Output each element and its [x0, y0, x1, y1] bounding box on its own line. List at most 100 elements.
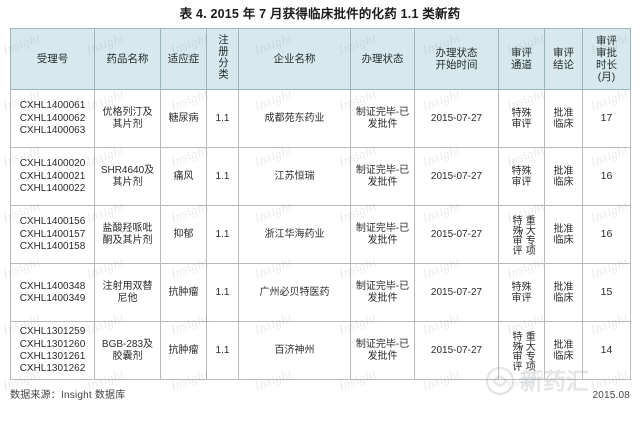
accept-number: CXHL1301261: [19, 350, 86, 362]
accept-number: CXHL1301260: [19, 338, 86, 350]
slash-separator-icon: /: [519, 228, 524, 241]
header-drug-name-label: 药品名称: [106, 52, 149, 65]
review-channel-special: 特殊审评 / 重大专项: [500, 331, 543, 371]
accept-number: CXHL1400063: [19, 124, 86, 136]
review-conclusion-text: 批准临床: [553, 223, 574, 246]
cell-drug-name: SHR4640及其片剂: [94, 147, 161, 207]
cell-enterprise: 江苏恒瑞: [238, 147, 351, 207]
page-title: 表 4. 2015 年 7 月获得临床批件的化药 1.1 类新药: [179, 7, 461, 21]
header-register-class: 注册分类: [206, 28, 239, 91]
cell-review-conclusion: 批准临床: [544, 205, 583, 265]
review-channel-primary: 特殊审评: [509, 330, 521, 371]
cell-enterprise: 广州必贝特医药: [238, 263, 351, 323]
table-row: CXHL1400020 CXHL1400021 CXHL1400022 SHR4640…: [10, 147, 631, 207]
cell-review-conclusion: 批准临床: [544, 147, 583, 207]
review-channel-primary: 特殊审评: [511, 107, 532, 130]
cell-review-duration: 15: [582, 263, 631, 323]
header-review-duration: 审评审批时长(月): [582, 28, 631, 91]
table-header: 受理号 药品名称 适应症 注册分类 企业名称 办理状态 办理状态: [10, 28, 631, 91]
table-row: CXHL1400061 CXHL1400062 CXHL1400063 优格列汀及其片…: [10, 89, 631, 149]
accept-number: CXHL1400158: [19, 240, 86, 252]
drug-approval-table: 受理号 药品名称 适应症 注册分类 企业名称 办理状态 办理状态: [10, 28, 631, 381]
cell-indication: 抗肿瘤: [160, 263, 207, 323]
cell-indication: 糖尿病: [160, 89, 207, 149]
cell-register-class: 1.1: [206, 205, 239, 265]
cell-review-channel: 特殊审评: [498, 147, 545, 207]
cell-status: 制证完毕-已发批件: [350, 205, 415, 265]
cell-review-conclusion: 批准临床: [544, 89, 583, 149]
cell-status: 制证完毕-已发批件: [350, 89, 415, 149]
accept-number: CXHL1301262: [19, 362, 86, 374]
accept-number: CXHL1400061: [19, 100, 86, 112]
cell-review-duration: 16: [582, 147, 631, 207]
review-channel-special: 特殊审评 / 重大专项: [500, 215, 543, 255]
source-note: 数据来源：Insight 数据库: [10, 390, 126, 402]
cell-accept-numbers: CXHL1400156 CXHL1400157 CXHL1400158: [10, 205, 95, 265]
table-row: CXHL1400156 CXHL1400157 CXHL1400158 盐酸羟哌吡酮及…: [10, 205, 631, 265]
cell-enterprise: 浙江华海药业: [238, 205, 351, 265]
review-channel-primary: 特殊审评: [509, 214, 521, 255]
cell-accept-numbers: CXHL1400061 CXHL1400062 CXHL1400063: [10, 89, 95, 149]
header-status-start-time: 办理状态开始时间: [414, 28, 499, 91]
header-review-channel: 审评通道: [498, 28, 545, 91]
accept-number: CXHL1400349: [19, 292, 86, 304]
cell-register-class: 1.1: [206, 263, 239, 323]
review-conclusion-text: 批准临床: [553, 339, 574, 362]
accept-number: CXHL1301259: [19, 326, 86, 338]
cell-status: 制证完毕-已发批件: [350, 147, 415, 207]
header-review-conclusion: 审评结论: [544, 28, 583, 91]
cell-drug-name: BGB-283及胶囊剂: [94, 321, 161, 381]
cell-register-class: 1.1: [206, 89, 239, 149]
accept-number: CXHL1400157: [19, 228, 86, 240]
cell-accept-numbers: CXHL1400020 CXHL1400021 CXHL1400022: [10, 147, 95, 207]
table-footer: 数据来源：Insight 数据库 2015.08: [10, 386, 630, 401]
cell-status: 制证完毕-已发批件: [350, 321, 415, 381]
table-body: CXHL1400061 CXHL1400062 CXHL1400063 优格列汀及其片…: [10, 89, 631, 381]
table-row: CXHL1400348 CXHL1400349 注射用双替尼他 抗肿瘤 1.1 广州必贝特…: [10, 263, 631, 323]
cell-drug-name: 优格列汀及其片剂: [94, 89, 161, 149]
header-enterprise-label: 企业名称: [273, 52, 316, 65]
cell-accept-numbers: CXHL1400348 CXHL1400349: [10, 263, 95, 323]
cell-review-channel: 特殊审评: [498, 89, 545, 149]
review-conclusion-text: 批准临床: [553, 107, 574, 130]
review-channel-secondary: 重大专项: [523, 214, 535, 255]
cell-register-class: 1.1: [206, 147, 239, 207]
cell-review-duration: 14: [582, 321, 631, 381]
header-review-conclusion-label: 审评结论: [553, 46, 574, 71]
review-channel-secondary: 重大专项: [523, 330, 535, 371]
review-conclusion-text: 批准临床: [553, 165, 574, 188]
cell-status-start-time: 2015-07-27: [414, 321, 499, 381]
cell-status-start-time: 2015-07-27: [414, 263, 499, 323]
review-channel-primary: 特殊审评: [511, 281, 532, 304]
header-accept-no-label: 受理号: [36, 52, 69, 65]
cell-status-start-time: 2015-07-27: [414, 205, 499, 265]
review-channel-primary: 特殊审评: [511, 165, 532, 188]
accept-number: CXHL1400020: [19, 158, 86, 170]
cell-enterprise: 成都苑东药业: [238, 89, 351, 149]
header-review-channel-label: 审评通道: [511, 46, 532, 71]
review-conclusion-text: 批准临床: [553, 281, 574, 304]
cell-accept-numbers: CXHL1301259 CXHL1301260 CXHL1301261 CXHL130…: [10, 321, 95, 381]
table-row: CXHL1301259 CXHL1301260 CXHL1301261 CXHL130…: [10, 321, 631, 381]
accept-number: CXHL1400062: [19, 112, 86, 124]
cell-status: 制证完毕-已发批件: [350, 263, 415, 323]
accept-number: CXHL1400348: [19, 280, 86, 292]
cell-enterprise: 百济神州: [238, 321, 351, 381]
header-review-duration-label: 审评审批时长(月): [596, 34, 617, 83]
slash-separator-icon: /: [519, 344, 524, 357]
header-status-label: 办理状态: [361, 52, 404, 65]
cell-review-channel: 特殊审评 / 重大专项: [498, 321, 545, 381]
cell-status-start-time: 2015-07-27: [414, 89, 499, 149]
header-drug-name: 药品名称: [94, 28, 161, 91]
cell-review-channel: 特殊审评 / 重大专项: [498, 205, 545, 265]
cell-review-duration: 17: [582, 89, 631, 149]
header-indication-label: 适应症: [167, 52, 200, 65]
cell-indication: 抑郁: [160, 205, 207, 265]
cell-indication: 痛风: [160, 147, 207, 207]
header-status: 办理状态: [350, 28, 415, 91]
header-register-class-label: 注册分类: [217, 34, 229, 81]
cell-status-start-time: 2015-07-27: [414, 147, 499, 207]
cell-indication: 抗肿瘤: [160, 321, 207, 381]
header-indication: 适应症: [160, 28, 207, 91]
